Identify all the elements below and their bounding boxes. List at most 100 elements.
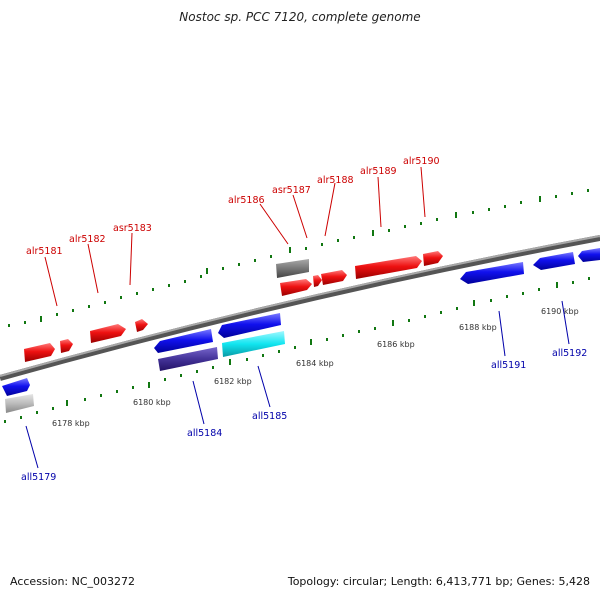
gene-alr5186[interactable] — [280, 279, 312, 296]
gene-alr5188[interactable] — [321, 270, 347, 285]
tick-mark — [132, 386, 134, 389]
gene-all5184-b[interactable] — [158, 347, 218, 371]
tick-mark — [148, 382, 150, 388]
tick-mark — [571, 192, 573, 195]
scale-label-6186: 6186 kbp — [377, 340, 415, 349]
tick-mark — [572, 281, 574, 284]
gene-all5191[interactable] — [460, 262, 524, 284]
gene-alr5189[interactable] — [355, 256, 422, 279]
tick-mark — [40, 316, 42, 322]
tick-mark — [440, 311, 442, 314]
tick-mark — [278, 350, 280, 353]
gene-partial-right[interactable] — [578, 248, 600, 262]
gene-alr5190[interactable] — [423, 251, 443, 266]
scale-label-6188: 6188 kbp — [459, 323, 497, 332]
gene-all5185-b[interactable] — [222, 331, 285, 357]
tick-mark — [238, 263, 240, 266]
tick-mark — [588, 277, 590, 280]
tick-mark — [4, 420, 6, 423]
leader-line-alr5188 — [324, 182, 336, 237]
tick-mark — [420, 222, 422, 225]
scale-label-6180: 6180 kbp — [133, 398, 171, 407]
label-alr5190[interactable]: alr5190 — [403, 156, 440, 167]
tick-mark — [100, 394, 102, 397]
tick-mark — [104, 301, 106, 304]
gene-alr5181[interactable] — [24, 343, 55, 362]
tick-mark — [342, 334, 344, 337]
tick-mark — [372, 230, 374, 236]
reverse-gene-labels: all5179 all5184 all5185 all5191 all5192 — [21, 348, 587, 483]
accession-label: Accession: NC_003272 — [10, 575, 136, 588]
tick-mark — [374, 327, 376, 330]
scale-labels: 6178 kbp 6180 kbp 6182 kbp 6184 kbp 6186… — [52, 307, 579, 428]
reverse-leader-lines — [25, 300, 570, 469]
leader-line-alr5181 — [44, 256, 58, 307]
tick-mark — [337, 239, 339, 242]
inner-tick-row — [4, 277, 590, 423]
tick-mark — [555, 195, 557, 198]
tick-mark — [490, 299, 492, 302]
tick-mark — [455, 212, 457, 218]
gene-all5185[interactable] — [218, 313, 281, 338]
tick-mark — [424, 315, 426, 318]
gene-all5179[interactable] — [2, 378, 30, 396]
forward-genes — [24, 251, 443, 362]
tick-mark — [152, 288, 154, 291]
tick-mark — [120, 296, 122, 299]
label-alr5186[interactable]: alr5186 — [228, 195, 265, 206]
tick-mark — [310, 339, 312, 345]
label-all5184[interactable]: all5184 — [187, 428, 222, 439]
tick-mark — [488, 208, 490, 211]
tick-mark — [358, 330, 360, 333]
scale-label-6184: 6184 kbp — [296, 359, 334, 368]
tick-mark — [504, 205, 506, 208]
tick-mark — [56, 313, 58, 316]
tick-mark — [24, 321, 26, 324]
gene-all5192[interactable] — [533, 252, 575, 270]
tick-mark — [66, 400, 68, 406]
tick-mark — [136, 292, 138, 295]
label-all5192[interactable]: all5192 — [552, 348, 587, 359]
label-alr5182[interactable]: alr5182 — [69, 234, 106, 245]
label-all5185[interactable]: all5185 — [252, 411, 287, 422]
label-asr5183[interactable]: asr5183 — [113, 223, 152, 234]
tick-mark — [8, 324, 10, 327]
page-title: Nostoc sp. PCC 7120, complete genome — [179, 10, 421, 24]
gene-all5179-pseudo[interactable] — [5, 394, 34, 413]
gene-asr5187[interactable] — [313, 275, 322, 287]
tick-mark — [168, 284, 170, 287]
tick-mark — [556, 282, 558, 288]
tick-mark — [587, 189, 589, 192]
tick-mark — [164, 378, 166, 381]
tick-mark — [404, 225, 406, 228]
gene-alr5182[interactable] — [60, 339, 73, 353]
label-asr5187[interactable]: asr5187 — [272, 185, 311, 196]
leader-line-alr5182 — [87, 243, 99, 294]
scale-label-6182: 6182 kbp — [214, 377, 252, 386]
gene-all5184[interactable] — [154, 329, 213, 353]
tick-mark — [20, 416, 22, 419]
label-alr5188[interactable]: alr5188 — [317, 175, 354, 186]
leader-line-all5192 — [561, 300, 570, 345]
tick-mark — [36, 411, 38, 414]
tick-mark — [472, 211, 474, 214]
gene-asr5183-b[interactable] — [135, 319, 148, 332]
leader-line-alr5190 — [420, 166, 426, 218]
genome-backbone-highlight — [0, 235, 600, 377]
gene-asr5187-pseudo[interactable] — [276, 259, 309, 278]
tick-mark — [326, 338, 328, 341]
tick-mark — [88, 305, 90, 308]
genome-backbone — [0, 235, 600, 381]
tick-mark — [392, 320, 394, 326]
label-alr5189[interactable]: alr5189 — [360, 166, 397, 177]
label-alr5181[interactable]: alr5181 — [26, 246, 63, 257]
tick-mark — [294, 346, 296, 349]
label-all5191[interactable]: all5191 — [491, 360, 526, 371]
tick-mark — [196, 370, 198, 373]
gene-asr5183[interactable] — [90, 324, 126, 343]
tick-mark — [539, 196, 541, 202]
label-all5179[interactable]: all5179 — [21, 472, 56, 483]
scale-label-6190: 6190 kbp — [541, 307, 579, 316]
